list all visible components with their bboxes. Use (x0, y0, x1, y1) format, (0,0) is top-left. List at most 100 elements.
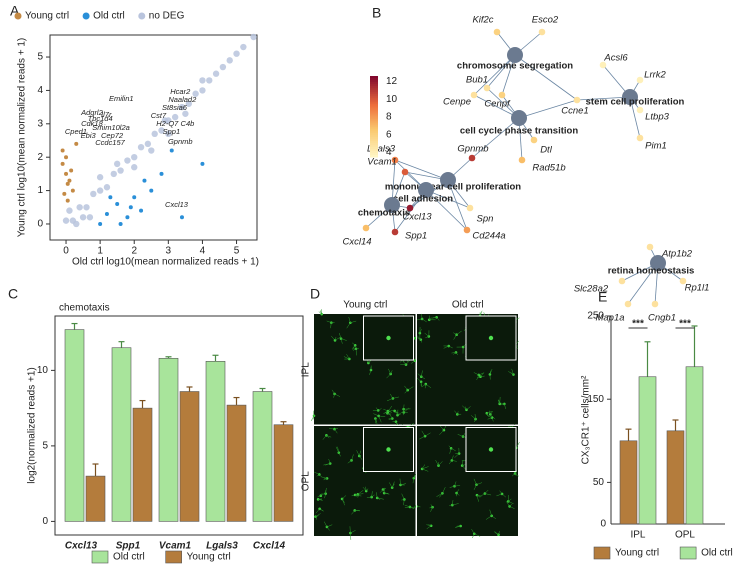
x-tick-label: Cxcl13 (65, 541, 98, 552)
gene-node (483, 84, 491, 92)
microglia-process (368, 359, 372, 364)
microglia-process (378, 408, 382, 411)
microglia-process (479, 493, 486, 498)
microglia-process (346, 354, 350, 360)
microglia-process (421, 464, 426, 470)
legend-marker (138, 12, 146, 20)
microglia-process (514, 473, 519, 477)
microglia-process (355, 348, 357, 356)
microglia-process (326, 435, 332, 438)
scatter-point (139, 208, 144, 213)
microglia-process (402, 360, 407, 365)
scatter-point (104, 211, 109, 216)
scatter-point (169, 148, 174, 153)
x-tick-label: 5 (234, 246, 240, 257)
microglia-process (424, 332, 429, 337)
scatter-point (62, 217, 70, 224)
microglia-process (466, 406, 471, 410)
legend-marker (14, 12, 22, 20)
term-node (622, 89, 638, 105)
microglia-process (394, 410, 397, 414)
network-edge (473, 94, 520, 119)
microglia-process (382, 488, 387, 490)
microglia-process (421, 376, 426, 380)
gene-label: Cd244a (472, 231, 505, 242)
microglia-process (438, 461, 443, 466)
colorbar-segment (370, 90, 378, 93)
microglia-process (357, 493, 364, 495)
row-label: IPL (301, 362, 312, 377)
microglia-process (494, 532, 499, 535)
colorbar-segment (370, 114, 378, 117)
microglia-process (424, 432, 431, 437)
column-label: Old ctrl (452, 300, 484, 311)
gene-label: Rp1l1 (685, 283, 710, 294)
plot-frame (54, 315, 304, 536)
gene-annotation: Cst7 (151, 111, 167, 120)
microglia-process (454, 485, 461, 487)
microglia-process (357, 490, 364, 495)
bar (85, 475, 106, 522)
microglia-process (326, 435, 330, 439)
microglia-process (435, 459, 439, 466)
panel-letter: B (372, 5, 381, 21)
microglia-process (319, 508, 324, 512)
gene-label: Pim1 (645, 141, 667, 152)
microglia-process (484, 493, 492, 496)
gene-node (651, 300, 659, 308)
gene-node (538, 28, 546, 36)
colorbar-segment (370, 126, 378, 130)
colorbar-segment (370, 76, 378, 79)
colorbar-segment (370, 128, 378, 132)
chart-title: chemotaxis (59, 303, 110, 314)
scatter-point (83, 204, 90, 211)
microglia-process (316, 474, 320, 477)
microglia-process (452, 503, 459, 506)
microglia-process (462, 405, 467, 410)
bar (638, 376, 657, 525)
colorbar-label: 4 (386, 147, 392, 158)
scatter-point (115, 201, 120, 206)
microglia-process (489, 509, 492, 516)
microglia-process (403, 499, 405, 506)
gene-label: Cenpf (484, 99, 511, 110)
network-edge (425, 189, 468, 231)
colorbar-segment (370, 110, 378, 113)
gene-label: Cngb1 (648, 313, 676, 324)
microglia-process (509, 506, 515, 509)
microglia-process (409, 506, 417, 509)
microglia-process (425, 383, 432, 389)
legend-swatch (593, 546, 611, 560)
y-axis-label: CX₃CR1⁺ cells/mm² (581, 375, 592, 464)
microglia-process (394, 410, 399, 414)
microglia-process (338, 452, 341, 457)
microglia-process (338, 332, 342, 339)
microglia-process (375, 407, 379, 411)
microglia-process (404, 504, 410, 508)
microglia-process (480, 372, 485, 377)
microglia-process (471, 528, 475, 534)
microglia-process (387, 409, 395, 412)
microglia-process (371, 491, 373, 498)
scatter-point (62, 191, 67, 196)
microglia-process (451, 352, 457, 354)
scatter-point (128, 205, 133, 210)
colorbar-segment (370, 140, 378, 144)
x-tick-label: IPL (630, 530, 645, 541)
microglia-process (453, 352, 457, 355)
y-tick-label: 150 (587, 394, 604, 405)
microglia-process (456, 330, 462, 335)
colorbar-segment (370, 120, 378, 124)
microglia-process (501, 493, 507, 498)
microglia-process (430, 507, 433, 512)
gene-annotation: Naalad2 (168, 95, 197, 104)
microglia-process (428, 524, 432, 526)
gene-annotation: Cped1 (65, 127, 87, 136)
microglia-process (324, 493, 326, 499)
microglia-process (421, 383, 426, 388)
microglia-process (317, 495, 321, 498)
microglia-process (326, 524, 333, 528)
plot-frame (49, 34, 258, 241)
y-tick-label: 4 (37, 85, 43, 96)
